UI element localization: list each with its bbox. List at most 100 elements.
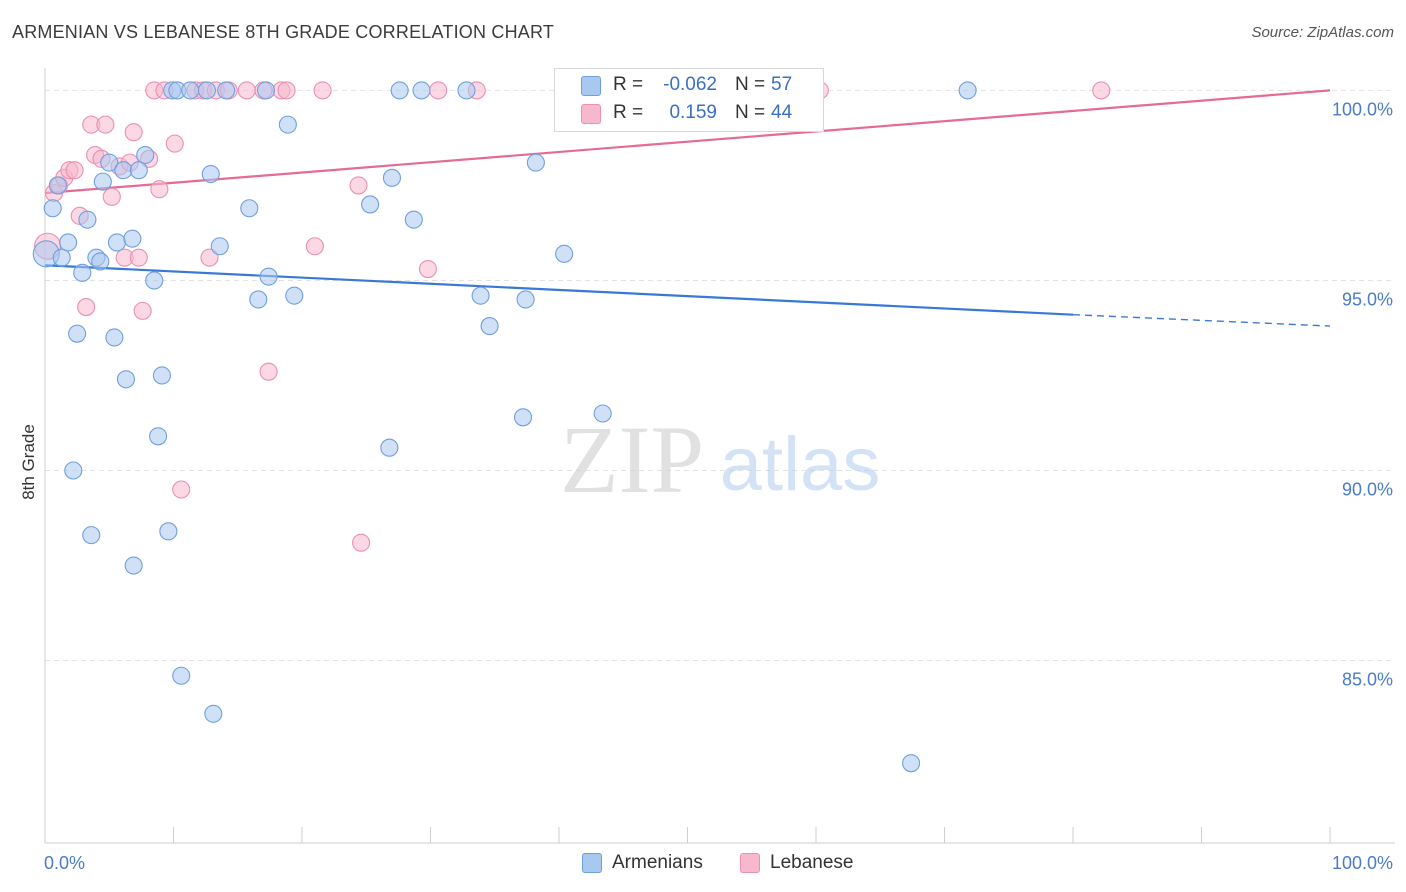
point-armenians: [380, 438, 399, 457]
point-lebanese: [352, 533, 371, 552]
point-armenians: [91, 252, 110, 271]
legend-row-armenians: R = -0.062 N = 57: [555, 72, 823, 100]
legend-swatch-armenians: [581, 76, 601, 96]
point-armenians: [152, 366, 171, 385]
point-armenians: [129, 161, 148, 180]
trend-line-armenians: [44, 264, 1074, 316]
point-lebanese: [102, 187, 121, 206]
point-lebanese: [129, 248, 148, 267]
point-armenians: [457, 81, 476, 100]
point-armenians: [593, 404, 612, 423]
point-lebanese: [313, 81, 332, 100]
trend-line-armenians-extension: [1072, 313, 1331, 327]
point-armenians: [52, 248, 71, 267]
y-axis-label: 8th Grade: [19, 424, 38, 500]
point-armenians: [43, 199, 62, 218]
point-armenians: [516, 290, 535, 309]
point-armenians: [217, 81, 236, 100]
y-tick-label: 100.0%: [1332, 99, 1393, 119]
legend-n-value: 57: [771, 74, 793, 95]
y-tick-label: 85.0%: [1342, 670, 1393, 690]
x-tick-label: 0.0%: [44, 853, 85, 873]
legend-r-value: -0.062: [663, 74, 717, 95]
data-points: [32, 81, 1111, 773]
point-armenians: [197, 81, 216, 100]
watermark-atlas: atlas: [720, 422, 881, 507]
point-armenians: [285, 286, 304, 305]
point-armenians: [48, 176, 67, 195]
point-lebanese: [1092, 81, 1111, 100]
series-legend: Armenians Lebanese: [0, 851, 1406, 877]
legend-r-label: R =: [613, 102, 644, 123]
point-armenians: [172, 666, 191, 685]
point-lebanese: [237, 81, 256, 100]
point-armenians: [159, 522, 178, 541]
trend-line-lebanese: [44, 89, 1331, 195]
point-armenians: [123, 229, 142, 248]
point-armenians: [958, 81, 977, 100]
point-armenians: [210, 237, 229, 256]
point-armenians: [278, 115, 297, 134]
point-lebanese: [165, 134, 184, 153]
point-armenians: [124, 556, 143, 575]
source-credit: Source: ZipAtlas.com: [1251, 24, 1394, 41]
point-armenians: [204, 704, 223, 723]
legend-n-label: N =: [735, 74, 766, 95]
point-armenians: [382, 168, 402, 187]
point-armenians: [259, 267, 278, 286]
point-armenians: [471, 286, 490, 305]
point-armenians: [64, 461, 83, 480]
point-armenians: [201, 164, 220, 184]
point-armenians: [404, 210, 423, 229]
point-lebanese: [65, 161, 84, 180]
point-armenians: [114, 161, 133, 180]
point-lebanese: [349, 176, 368, 195]
watermark-zip: ZIP: [560, 406, 704, 513]
point-lebanese: [277, 81, 296, 100]
point-lebanese: [429, 81, 448, 100]
point-armenians: [136, 145, 155, 165]
point-armenians: [181, 81, 200, 100]
legend-n-value: 44: [771, 102, 793, 123]
point-armenians: [82, 526, 101, 545]
point-lebanese: [172, 480, 191, 499]
point-lebanese: [124, 123, 143, 142]
y-tick-label: 90.0%: [1342, 480, 1393, 500]
point-armenians: [116, 370, 136, 389]
legend-swatch-lebanese: [581, 104, 601, 124]
point-armenians: [361, 195, 380, 214]
x-tick-label: 100.0%: [1332, 853, 1393, 873]
watermark: ZIP atlas: [560, 406, 880, 513]
point-armenians: [412, 81, 431, 100]
point-armenians: [149, 427, 168, 446]
trend-lines: [44, 89, 1331, 327]
point-armenians: [78, 210, 97, 229]
legend-r-value: 0.159: [669, 102, 717, 123]
point-armenians: [480, 317, 499, 336]
point-armenians: [249, 290, 268, 309]
point-armenians: [100, 153, 119, 172]
point-armenians: [105, 328, 124, 347]
y-tick-label: 95.0%: [1342, 289, 1393, 309]
point-lebanese: [77, 298, 96, 317]
point-armenians: [555, 244, 574, 263]
point-lebanese: [150, 180, 169, 199]
point-lebanese: [96, 115, 115, 134]
chart-title: ARMENIAN VS LEBANESE 8TH GRADE CORRELATI…: [12, 22, 555, 42]
series-swatch-lebanese: [740, 853, 760, 873]
point-lebanese: [418, 260, 437, 279]
point-armenians: [513, 408, 533, 427]
series-swatch-armenians: [582, 853, 602, 873]
point-armenians: [145, 271, 164, 290]
point-armenians: [390, 81, 409, 100]
point-lebanese: [259, 362, 278, 381]
series-label-armenians: Armenians: [612, 852, 703, 873]
point-armenians: [240, 199, 259, 218]
point-armenians: [93, 172, 112, 191]
series-label-lebanese: Lebanese: [770, 852, 854, 873]
tick-labels: 85.0% 90.0% 95.0% 100.0% 0.0% 100.0%: [44, 99, 1393, 873]
point-lebanese: [305, 237, 324, 256]
point-armenians: [256, 81, 276, 100]
point-armenians: [902, 754, 921, 773]
